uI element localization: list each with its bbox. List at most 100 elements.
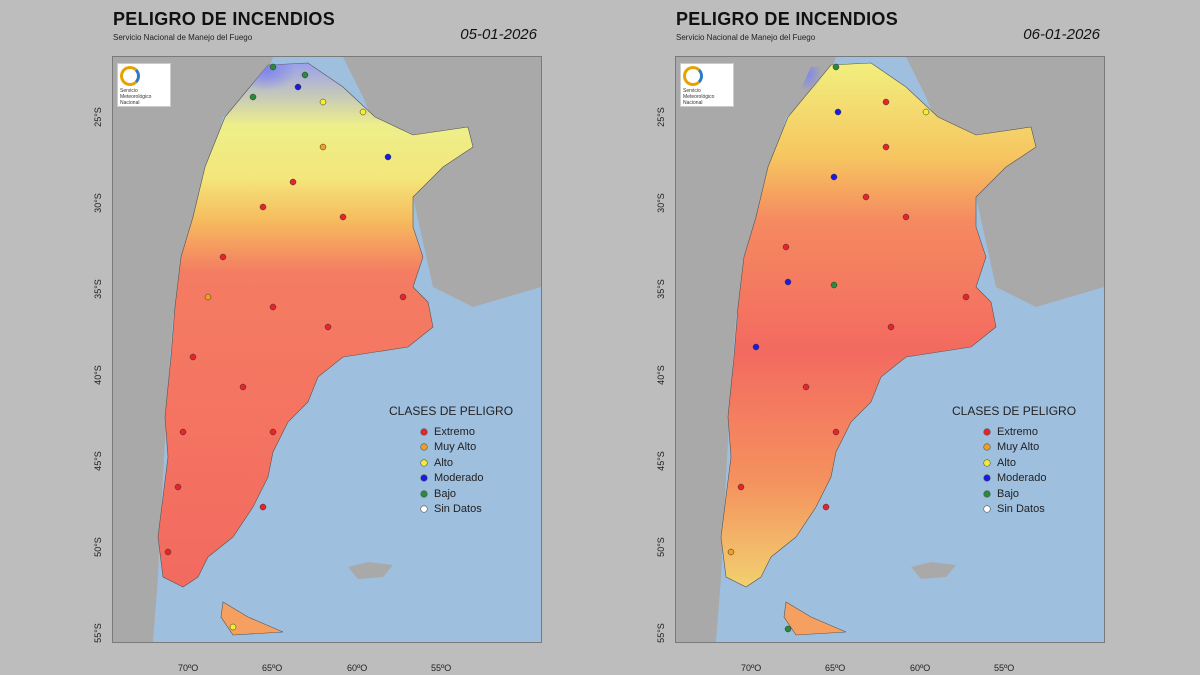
moderate-zone xyxy=(225,63,343,147)
station-point xyxy=(784,278,792,286)
tierra-del-fuego xyxy=(220,601,284,636)
station-point xyxy=(822,503,830,511)
legend-dot xyxy=(984,459,990,466)
station-point xyxy=(239,383,247,391)
legend-dot xyxy=(984,490,990,497)
lon-label: 65ºO xyxy=(262,663,283,673)
lat-label: 25°S xyxy=(656,107,666,127)
lon-label: 60ºO xyxy=(910,663,931,673)
legend-item: Alto xyxy=(389,455,513,471)
map-title: PELIGRO DE INCENDIOS xyxy=(676,9,899,29)
legend-item: Sin Datos xyxy=(952,502,1076,518)
map-legend: CLASES DE PELIGRO Extremo Muy Alto Alto … xyxy=(952,404,1076,517)
lat-label: 50°S xyxy=(93,537,103,557)
logo-text: Servicio Meteorológico Nacional xyxy=(683,88,715,106)
station-point xyxy=(922,108,930,116)
map-svg xyxy=(676,57,1104,642)
station-point xyxy=(324,323,332,331)
legend-dot xyxy=(421,459,427,466)
legend-item: Alto xyxy=(952,455,1076,471)
lat-label: 45°S xyxy=(656,451,666,471)
station-point xyxy=(834,108,842,116)
legend-item: Moderado xyxy=(389,471,513,487)
legend-dot xyxy=(421,428,427,435)
map-subtitle: Servicio Nacional de Manejo del Fuego xyxy=(676,33,816,42)
logo-text: Servicio Meteorológico Nacional xyxy=(120,88,152,106)
station-point xyxy=(902,213,910,221)
malvinas-islands xyxy=(348,562,393,579)
legend-dot xyxy=(421,475,427,482)
station-point xyxy=(319,98,327,106)
station-point xyxy=(830,173,838,181)
station-point xyxy=(269,63,277,71)
map-panel-left: PELIGRO DE INCENDIOS Servicio Nacional d… xyxy=(93,0,555,675)
lat-label: 40°S xyxy=(656,365,666,385)
station-point xyxy=(301,71,309,79)
legend-dot xyxy=(984,475,990,482)
legend-dot xyxy=(421,506,427,513)
station-point xyxy=(174,483,182,491)
station-point xyxy=(164,548,172,556)
neighbor-land-east xyxy=(343,57,541,307)
station-point xyxy=(832,428,840,436)
map-title: PELIGRO DE INCENDIOS xyxy=(113,9,336,29)
tierra-del-fuego xyxy=(783,601,847,636)
legend-title: CLASES DE PELIGRO xyxy=(389,404,514,418)
station-point xyxy=(339,213,347,221)
legend-item: Extremo xyxy=(389,424,513,440)
lat-label: 35°S xyxy=(656,279,666,299)
station-point xyxy=(294,83,302,91)
map-date: 05-01-2026 xyxy=(460,26,537,43)
legend-dot xyxy=(421,444,427,451)
lat-label: 55°S xyxy=(93,623,103,643)
smn-logo: Servicio Meteorológico Nacional xyxy=(680,63,734,107)
lat-label: 50°S xyxy=(656,537,666,557)
station-point xyxy=(887,323,895,331)
legend-title: CLASES DE PELIGRO xyxy=(952,404,1077,418)
legend-item: Moderado xyxy=(952,471,1076,487)
station-point xyxy=(229,623,237,631)
station-point xyxy=(179,428,187,436)
lat-label: 25°S xyxy=(93,107,103,127)
station-point xyxy=(862,193,870,201)
argentina-region xyxy=(720,62,1037,588)
station-point xyxy=(269,303,277,311)
station-points xyxy=(727,63,970,633)
legend-item: Muy Alto xyxy=(389,440,513,456)
station-point xyxy=(737,483,745,491)
legend-item: Sin Datos xyxy=(389,502,513,518)
legend-dot xyxy=(984,506,990,513)
argentina-region xyxy=(157,62,474,588)
station-point xyxy=(882,143,890,151)
station-point xyxy=(204,293,212,301)
legend-dot xyxy=(421,490,427,497)
lon-label: 65ºO xyxy=(825,663,846,673)
station-point xyxy=(830,281,838,289)
neighbor-land-west xyxy=(113,57,273,642)
lat-label: 55°S xyxy=(656,623,666,643)
smn-logo: Servicio Meteorológico Nacional xyxy=(117,63,171,107)
map-frame: Servicio Meteorológico Nacional xyxy=(675,56,1105,643)
legend-dot xyxy=(984,444,990,451)
legend-item: Bajo xyxy=(952,486,1076,502)
lon-label: 60ºO xyxy=(347,663,368,673)
lat-label: 35°S xyxy=(93,279,103,299)
station-point xyxy=(249,93,257,101)
lat-label: 30°S xyxy=(93,193,103,213)
map-svg xyxy=(113,57,541,642)
station-point xyxy=(399,293,407,301)
lon-label: 55ºO xyxy=(994,663,1015,673)
lon-label: 55ºO xyxy=(431,663,452,673)
station-point xyxy=(882,98,890,106)
station-point xyxy=(782,243,790,251)
map-date: 06-01-2026 xyxy=(1023,26,1100,43)
station-point xyxy=(189,353,197,361)
station-point xyxy=(289,178,297,186)
lon-label: 70ºO xyxy=(178,663,199,673)
neighbor-land-east xyxy=(906,57,1104,307)
map-subtitle: Servicio Nacional de Manejo del Fuego xyxy=(113,33,253,42)
lat-label: 40°S xyxy=(93,365,103,385)
station-point xyxy=(727,548,735,556)
station-point xyxy=(269,428,277,436)
lon-label: 70ºO xyxy=(741,663,762,673)
